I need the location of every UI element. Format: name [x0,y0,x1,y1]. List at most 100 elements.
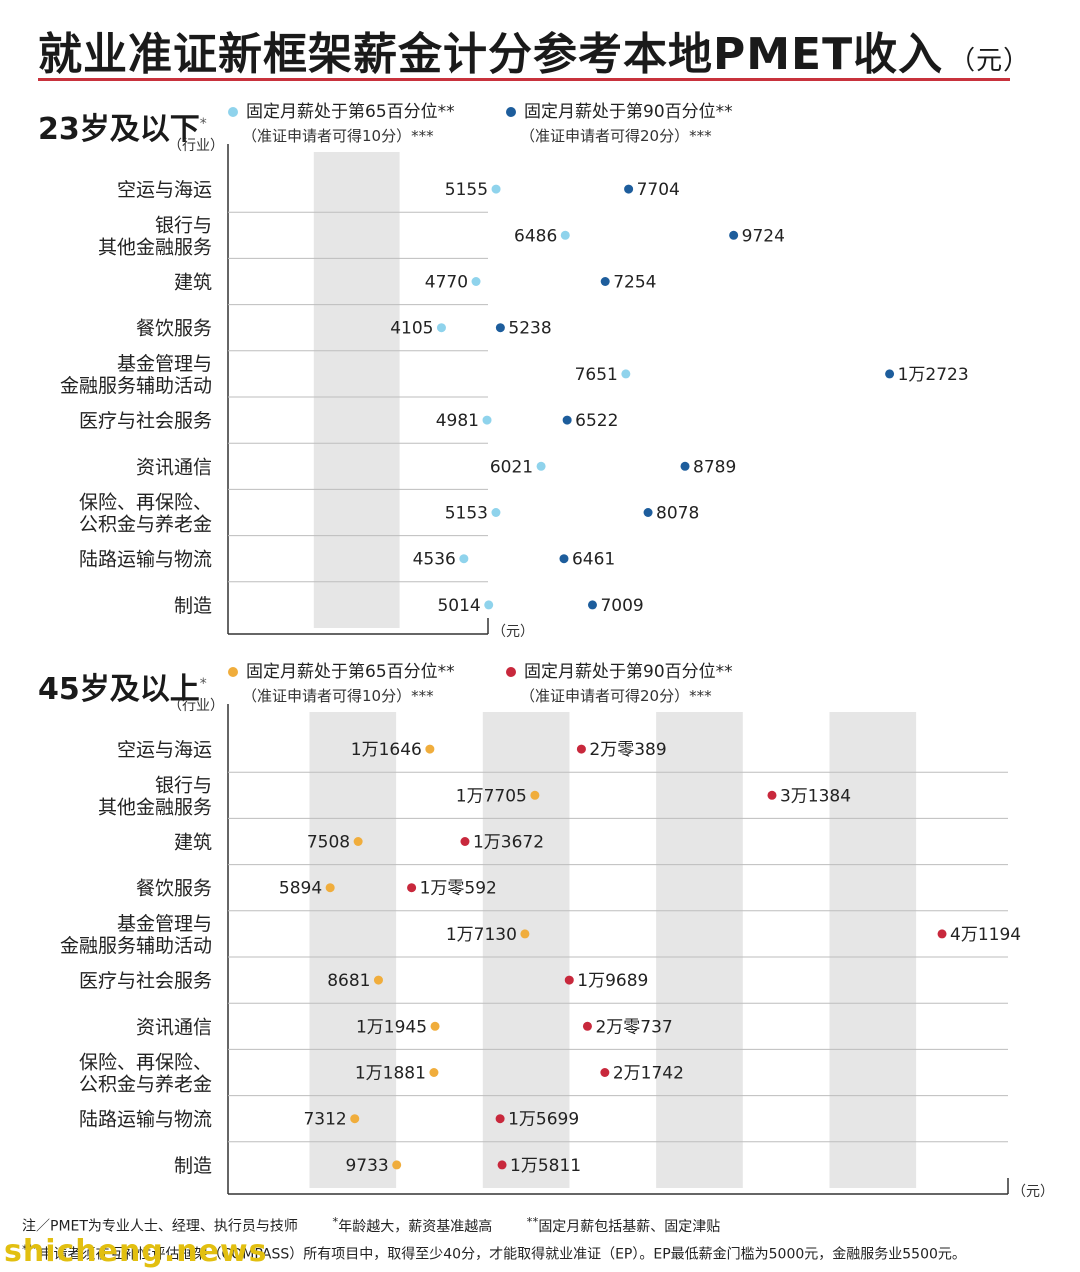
p65-point [484,600,494,610]
p65-data-label: 6486 [514,226,557,246]
footnote-line-1: 注／PMET为专业人士、经理、执行员与技师 *年龄越大，薪资基准越高 **固定月… [22,1214,720,1236]
category-axis-label: （行业） [168,138,224,154]
legend-dot-icon [506,107,516,117]
category-label: 餐饮服务 [136,878,212,900]
p90-point [495,1114,505,1124]
p90-data-label: 2万零389 [589,740,666,760]
legend-old-p90: 固定月薪处于第90百分位** （准证申请者可得20分）*** [506,660,733,708]
p65-data-label: 4770 [425,273,468,293]
p65-data-label: 4105 [390,319,433,339]
legend-old-p90-sub: （准证申请者可得20分）*** [520,687,712,705]
p65-data-label: 4536 [413,550,456,570]
legend-dot-icon [228,107,238,117]
p65-point [459,554,469,564]
p65-point [350,1114,360,1124]
p90-data-label: 3万1384 [780,786,851,806]
p90-data-label: 1万5811 [510,1156,581,1176]
footnote-pmet: 注／PMET为专业人士、经理、执行员与技师 [22,1218,298,1235]
p90-point [680,461,690,471]
category-label: 保险、再保险、 [79,1052,212,1074]
p90-data-label: 7009 [600,596,643,616]
p65-point [430,1021,440,1031]
category-label: 其他金融服务 [98,236,212,258]
p65-point [425,744,435,754]
category-label: 空运与海运 [117,739,212,761]
p90-point [564,975,574,985]
category-label: 陆路运输与物流 [79,1109,212,1131]
p65-data-label: 1万1646 [351,740,422,760]
legend-old-p65-sub: （准证申请者可得10分）*** [242,687,434,705]
p65-data-label: 5894 [279,879,322,899]
watermark: shicheng.news [4,1234,268,1269]
footnote-mark: *** [22,1242,40,1256]
p65-point [530,790,540,800]
category-label: 基金管理与 [117,353,212,375]
category-label: 基金管理与 [117,913,212,935]
legend-young-p90: 固定月薪处于第90百分位** （准证申请者可得20分）*** [506,100,733,148]
p90-data-label: 1万2723 [898,365,969,385]
category-label: 金融服务辅助活动 [60,935,212,957]
category-label: 制造 [174,1155,212,1177]
p90-point [559,554,569,564]
footnote-compass: 申请者须在互补性评估框架（COMPASS）所有项目中，取得至少40分，才能取得就… [39,1246,966,1263]
p90-data-label: 7254 [613,273,656,293]
category-label: 保险、再保险、 [79,492,212,514]
p65-point [482,415,492,425]
legend-young-p65-sub: （准证申请者可得10分）*** [242,127,434,145]
section-label-old-mark: * [199,676,207,692]
p90-data-label: 1万3672 [473,833,544,853]
p90-point [495,323,505,333]
p65-point [392,1160,402,1170]
section-label-young-mark: * [199,116,207,132]
category-label: 医疗与社会服务 [79,410,212,432]
background-band [313,152,400,628]
p90-point [497,1160,507,1170]
category-label: 建筑 [174,272,212,294]
p90-point [767,790,777,800]
p65-data-label: 1万1945 [356,1017,427,1037]
legend-young-p90-sub: （准证申请者可得20分）*** [520,127,712,145]
p65-data-label: 5014 [437,596,480,616]
footnote-mark: * [332,1214,339,1228]
p90-data-label: 5238 [508,319,551,339]
category-label: 银行与 [155,214,212,236]
p90-data-label: 2万零737 [595,1017,672,1037]
p90-point [729,230,739,240]
p90-point [937,929,947,939]
category-label: 制造 [174,595,212,617]
p65-data-label: 5153 [445,504,488,524]
category-label: 公积金与养老金 [79,1074,212,1096]
p65-point [471,277,481,286]
footnote-salary: 固定月薪包括基薪、固定津贴 [538,1218,721,1235]
legend-old-p65: 固定月薪处于第65百分位** （准证申请者可得10分）*** [228,660,455,708]
p65-data-label: 4981 [436,411,479,431]
p90-point [587,600,597,610]
background-band [829,712,917,1188]
p65-point [353,837,363,846]
p90-data-label: 7704 [637,180,680,200]
footnote-age: 年龄越大，薪资基准越高 [338,1218,493,1235]
p90-point [576,744,586,754]
category-axis-label: （行业） [168,698,224,714]
p90-data-label: 8789 [693,457,736,477]
p65-data-label: 1万7130 [446,925,517,945]
p65-data-label: 6021 [490,457,533,477]
footnote-mark: ** [526,1214,539,1228]
title-rule [38,78,1010,81]
p65-data-label: 7312 [303,1110,346,1130]
legend-old-p90-label: 固定月薪处于第90百分位** [524,662,733,682]
title-unit: （元） [949,46,1031,76]
p90-data-label: 1万5699 [508,1110,579,1130]
p90-data-label: 1万零592 [420,879,497,899]
p90-point [643,508,653,517]
category-label: 陆路运输与物流 [79,549,212,571]
p90-point [582,1021,592,1031]
background-band [482,712,570,1188]
p90-data-label: 2万1742 [613,1064,684,1084]
p65-data-label: 1万1881 [355,1064,426,1084]
category-label: 空运与海运 [117,179,212,201]
category-label: 公积金与养老金 [79,514,212,536]
legend-dot-icon [506,667,516,677]
p65-point [325,883,335,893]
